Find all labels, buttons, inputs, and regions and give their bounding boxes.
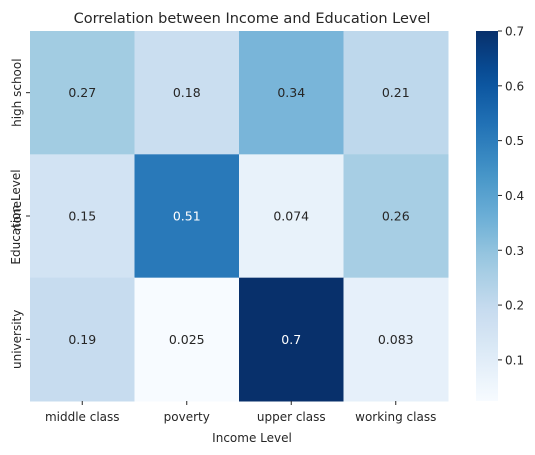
colorbar-tick-label: 0.5 <box>505 134 524 148</box>
heatmap-cell <box>134 277 240 402</box>
heatmap-cell <box>239 31 344 155</box>
colorbar-ticks: 0.1 0.2 0.3 0.4 0.5 0.6 0.7 <box>498 25 524 367</box>
colorbar-tick-label: 0.7 <box>505 25 524 39</box>
x-axis-ticks: middle class poverty upper class working cl… <box>45 401 436 424</box>
heatmap-cell <box>30 277 135 402</box>
colorbar-tick-label: 0.1 <box>505 353 524 367</box>
heatmap-cell <box>343 277 449 402</box>
y-tick-label: university <box>10 310 24 369</box>
colorbar-tick-label: 0.2 <box>505 299 524 313</box>
cell-value-label: 0.27 <box>68 85 96 100</box>
heatmap-cells: 0.27 0.18 0.34 0.21 0.15 0.51 0.074 0.26 0.19 0.0… <box>30 31 449 402</box>
heatmap-cell <box>343 154 449 279</box>
x-axis-label: Income Level <box>212 431 292 445</box>
x-tick-label: working class <box>355 410 436 424</box>
x-tick-label: middle class <box>45 410 120 424</box>
x-tick-label: upper class <box>257 410 326 424</box>
y-axis-ticks: high school none university <box>10 58 30 369</box>
cell-value-label: 0.26 <box>382 209 410 224</box>
y-tick-label: none <box>10 201 24 231</box>
cell-value-label: 0.51 <box>173 209 201 224</box>
heatmap-cell <box>134 31 240 155</box>
colorbar <box>476 31 498 401</box>
colorbar-tick-label: 0.6 <box>505 79 524 93</box>
cell-value-label: 0.34 <box>277 85 305 100</box>
cell-value-label: 0.21 <box>382 85 410 100</box>
x-tick-label: poverty <box>164 410 210 424</box>
colorbar-tick-label: 0.3 <box>505 244 524 258</box>
heatmap-cell <box>239 154 344 279</box>
heatmap-cell <box>134 154 240 279</box>
heatmap-cell <box>30 31 135 155</box>
chart-title: Correlation between Income and Education… <box>74 11 431 27</box>
cell-value-label: 0.074 <box>273 209 309 224</box>
cell-value-label: 0.15 <box>68 209 96 224</box>
colorbar-tick-label: 0.4 <box>505 189 524 203</box>
cell-value-label: 0.19 <box>68 332 96 347</box>
cell-value-label: 0.083 <box>378 332 414 347</box>
cell-value-label: 0.18 <box>173 85 201 100</box>
y-axis-label: Education Level <box>9 169 23 264</box>
cell-value-label: 0.7 <box>281 332 301 347</box>
y-tick-label: high school <box>10 58 24 126</box>
heatmap-cell <box>239 277 344 402</box>
heatmap-cell <box>343 31 449 155</box>
cell-value-label: 0.025 <box>169 332 205 347</box>
heatmap-cell <box>30 154 135 279</box>
